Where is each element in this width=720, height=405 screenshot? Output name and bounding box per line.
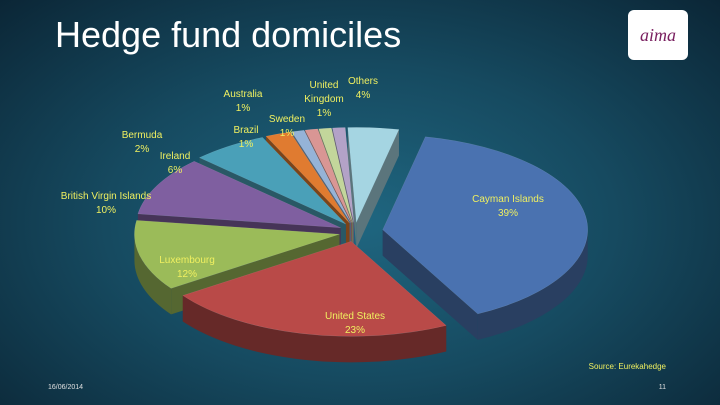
slice-label: Cayman Islands 39% (448, 193, 568, 221)
slice-label: Brazil 1% (221, 124, 271, 152)
slice-label: United States 23% (295, 310, 415, 338)
category-label: Sweden (268, 114, 306, 125)
logo: aima (628, 10, 688, 60)
value-label: 4% (355, 90, 371, 101)
source-note: Source: Eurekahedge (588, 362, 666, 371)
value-label: 1% (279, 128, 295, 139)
pie-slice (382, 136, 588, 315)
slice-wall (356, 129, 399, 249)
slice-label: Bermuda 2% (112, 129, 172, 157)
category-label: British Virgin Islands (60, 191, 152, 202)
slice-wall (382, 229, 478, 340)
pie-slice (332, 127, 355, 223)
value-label: 1% (316, 108, 332, 119)
category-label: Cayman Islands (472, 194, 544, 205)
slice-label: Australia 1% (213, 88, 273, 116)
slice-wall (347, 127, 357, 249)
category-label: Brazil (233, 125, 259, 136)
value-label: 23% (344, 325, 365, 336)
pie-slice (265, 131, 350, 224)
pie-slice (291, 129, 352, 223)
slice-label: United Kingdom 1% (299, 79, 349, 121)
value-label: 1% (235, 103, 251, 114)
slice-side (134, 234, 172, 315)
value-label: 2% (134, 144, 150, 155)
slice-label: British Virgin Islands 10% (36, 190, 176, 218)
pie-slice (137, 160, 341, 228)
pie-slice (134, 220, 340, 289)
slice-label: Ireland 6% (145, 150, 205, 178)
category-label: Others (347, 76, 378, 87)
category-label: Luxembourg (159, 255, 215, 266)
category-label: Bermuda (121, 130, 163, 141)
value-label: 39% (497, 208, 518, 219)
value-label: 6% (167, 165, 183, 176)
chart-title: Hedge fund domiciles (55, 14, 402, 55)
footer-date: 16/06/2014 (48, 384, 84, 391)
value-label: 10% (95, 205, 116, 216)
slice-label: Others 4% (338, 75, 388, 103)
pie-slice (347, 127, 400, 224)
slice-label: Sweden 1% (262, 113, 312, 141)
pie-slice (318, 127, 354, 223)
slice-side (477, 229, 588, 340)
category-label: United States (324, 311, 386, 322)
category-label: United Kingdom (304, 80, 344, 105)
page-number: 11 (658, 384, 666, 391)
pie-slice (182, 241, 447, 337)
value-label: 12% (176, 269, 197, 280)
slice-side (182, 295, 447, 363)
pie-slice (198, 137, 347, 225)
pie-slice (304, 128, 353, 223)
category-label: Ireland (159, 151, 191, 162)
slice-label: Luxembourg 12% (137, 254, 237, 282)
category-label: Australia (223, 89, 263, 100)
value-label: 1% (238, 139, 254, 150)
